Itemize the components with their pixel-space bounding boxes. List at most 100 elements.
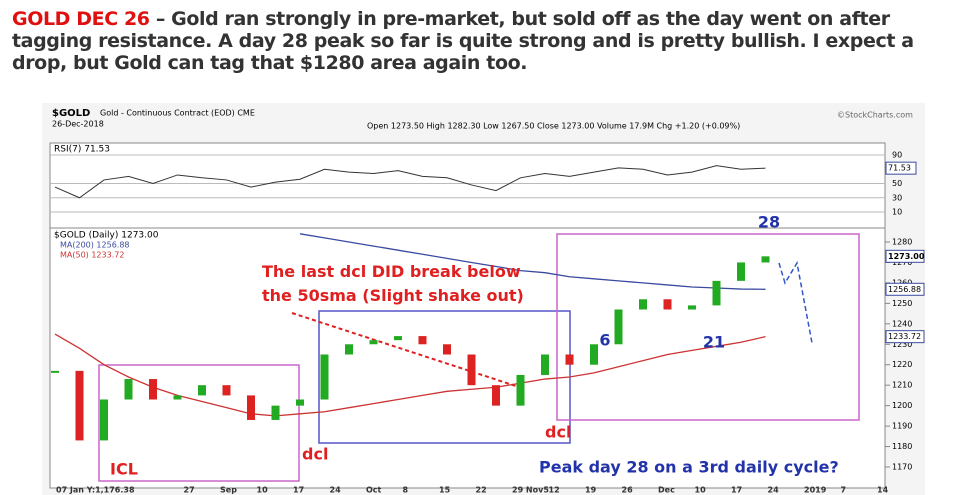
candle (75, 370, 84, 441)
candle (394, 336, 402, 341)
cycle-box (556, 233, 860, 421)
annotation: 28 (758, 213, 780, 232)
price-tag-box (885, 249, 925, 263)
post: GOLD DEC 26 – Gold ran strongly in pre-m… (12, 8, 957, 74)
y-tick-label: 1200 (892, 401, 912, 410)
x-tick-label: 17 (731, 486, 742, 495)
rsi-tick-label: 30 (892, 193, 902, 202)
y-tick-label: 1240 (892, 319, 912, 328)
candle (320, 354, 329, 400)
symbol: $GOLD (52, 108, 90, 119)
candle (712, 280, 721, 306)
x-tick-label: 14 (877, 486, 889, 495)
x-tick-label: Dec (658, 486, 675, 495)
rsi-label: RSI(7) 71.53 (54, 145, 110, 155)
x-tick-label: 22 (476, 486, 487, 495)
candle (516, 374, 525, 406)
candle (124, 379, 133, 400)
annotation: dcl (302, 445, 328, 464)
annotation: ICL (110, 460, 138, 479)
price-tag-box (885, 330, 925, 344)
y-tick-label: 1250 (892, 299, 912, 308)
cycle-box (98, 364, 300, 482)
y-tick-label: 1220 (892, 360, 912, 369)
price-tag: 1273.00 (888, 252, 925, 261)
plot-area (49, 142, 886, 489)
candle (737, 262, 745, 281)
arrow (291, 312, 523, 389)
x-tick-label: 10 (257, 486, 269, 495)
rsi-tag: 71.53 (888, 164, 911, 173)
annotation: The last dcl DID break below the 50sma (S… (262, 262, 524, 305)
candle (467, 354, 476, 386)
y-tick-label: 1210 (892, 381, 912, 390)
candle (541, 354, 549, 375)
rsi-tag-box (885, 161, 917, 175)
y-tick-label: 1170 (892, 463, 912, 472)
candle (663, 299, 672, 310)
candle (100, 399, 108, 441)
y-tick-label: 1180 (892, 442, 912, 451)
annotation: dcl (545, 423, 571, 442)
candle (369, 340, 378, 345)
candle (247, 395, 255, 420)
ma200-line (299, 233, 766, 290)
x-tick-label: 07 Jan Y:1,176.38 (56, 486, 135, 495)
candle (590, 344, 598, 365)
candle (418, 336, 427, 345)
x-tick-label: Oct (366, 486, 382, 495)
annotation: 6 (599, 331, 610, 350)
rsi-tick-label: 10 (892, 208, 902, 217)
annotation: Peak day 28 on a 3rd daily cycle? (539, 458, 839, 477)
candle (443, 344, 451, 355)
x-tick-label: 7 (841, 486, 847, 495)
x-tick-label: 19 (585, 486, 597, 495)
chart-date: 26-Dec-2018 (52, 120, 104, 129)
candle (761, 256, 770, 263)
x-tick-label: 24 (768, 486, 780, 495)
candle (271, 405, 280, 420)
y-tick-label: 1280 (892, 238, 912, 247)
x-tick-label: 15 (439, 486, 451, 495)
candle (198, 385, 206, 396)
candle (173, 395, 182, 400)
post-lead: GOLD DEC 26 (12, 8, 150, 30)
x-tick-label: 29 Nov5 (512, 486, 549, 495)
x-tick-label: 24 (330, 486, 342, 495)
annotation: 21 (703, 333, 725, 352)
x-tick-label: 10 (695, 486, 707, 495)
quote: Open 1273.50 High 1282.30 Low 1267.50 Cl… (367, 122, 740, 131)
candle (149, 379, 157, 400)
candle (51, 370, 59, 373)
x-tick-label: 26 (622, 486, 634, 495)
ma200-label: MA(200) 1256.88 (60, 241, 130, 250)
x-tick-label: 27 (184, 486, 195, 495)
rsi-line (54, 165, 766, 199)
candle (688, 305, 696, 310)
symbol-name: Gold - Continuous Contract (EOD) CME (100, 109, 255, 118)
candle (296, 399, 304, 406)
projection (778, 260, 813, 344)
credit: ©StockCharts.com (837, 111, 913, 120)
rsi-tick-label: 50 (892, 179, 902, 188)
x-tick-label: Sep (220, 486, 237, 495)
candle (345, 344, 353, 355)
x-tick-label: 2019 (804, 486, 827, 495)
price-tag: 1256.88 (888, 285, 921, 294)
candle (492, 385, 500, 406)
y-tick-label: 1190 (892, 422, 912, 431)
candle (639, 299, 647, 310)
x-tick-label: 17 (293, 486, 304, 495)
ma50-label: MA(50) 1233.72 (60, 251, 124, 260)
y-tick-label: 1230 (892, 340, 912, 349)
price-label: $GOLD (Daily) 1273.00 (54, 231, 159, 241)
ma50-line (54, 333, 766, 417)
x-tick-label: 8 (403, 486, 409, 495)
chart: $GOLD Gold - Continuous Contract (EOD) C… (42, 103, 925, 495)
candle (565, 354, 574, 365)
candle (614, 309, 623, 345)
rsi-tick-label: 90 (892, 151, 902, 160)
price-tag: 1233.72 (888, 332, 921, 341)
candle (222, 385, 231, 396)
